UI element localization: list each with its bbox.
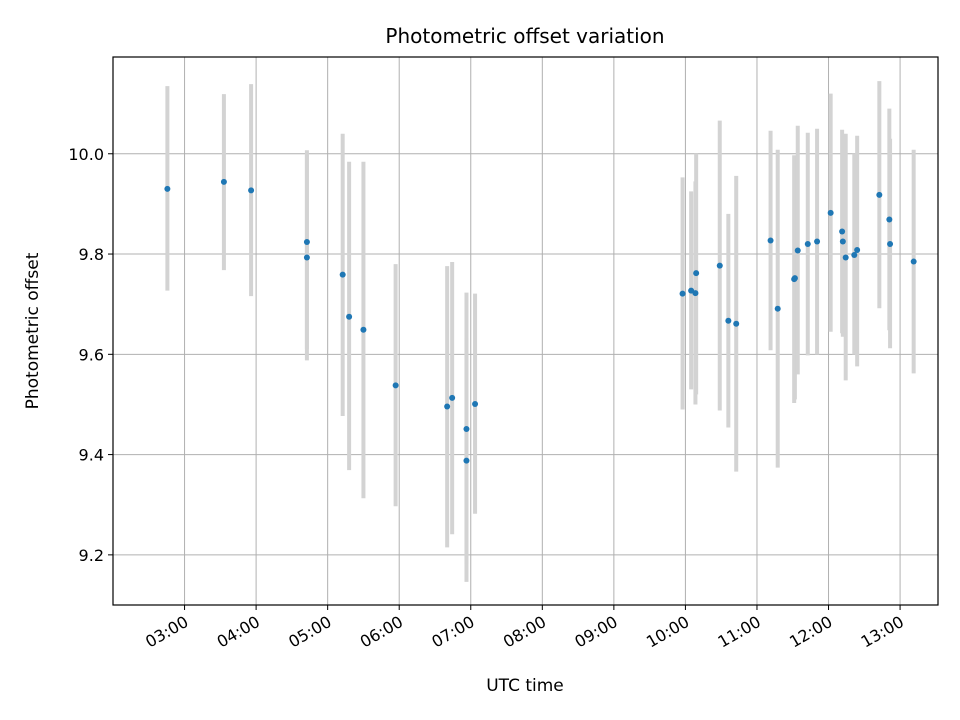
data-point [839,238,846,245]
data-point [164,185,171,192]
data-point [814,238,821,245]
data-point [854,247,861,254]
data-point [804,241,811,248]
data-point [794,247,801,254]
data-point [692,290,699,297]
data-point [876,191,883,198]
data-point [248,187,255,194]
data-point [716,262,723,269]
y-tick-label: 9.8 [79,245,104,264]
y-axis-label: Photometric offset [23,252,43,409]
grid-lines [113,57,938,605]
data-point [851,252,858,259]
data-point [791,275,798,282]
y-tick-label: 9.4 [79,446,104,465]
data-point [472,400,479,407]
data-point [887,241,894,248]
data-point [463,426,470,433]
data-point [339,271,346,278]
data-point [733,320,740,327]
data-point [827,209,834,216]
data-point [220,178,227,185]
data-point [767,237,774,244]
y-tick-label: 9.2 [79,546,104,565]
y-tick-label: 9.6 [79,345,104,364]
data-point [463,457,470,464]
data-point [360,326,367,333]
data-point [303,239,310,246]
data-point [725,317,732,324]
x-axis-label: UTC time [486,676,564,696]
plot-area-frame [112,56,939,606]
data-point [886,216,893,223]
data-point [346,313,353,320]
y-tick-label: 10.0 [68,145,104,164]
data-point [842,254,849,261]
data-point [839,228,846,235]
chart-title: Photometric offset variation [385,24,664,48]
data-point [303,254,310,261]
data-point [444,403,451,410]
data-points [164,178,917,464]
data-point [910,258,917,265]
data-point [774,305,781,312]
data-point [449,394,456,401]
data-point [679,290,686,297]
data-point [392,382,399,389]
data-point [693,270,700,277]
